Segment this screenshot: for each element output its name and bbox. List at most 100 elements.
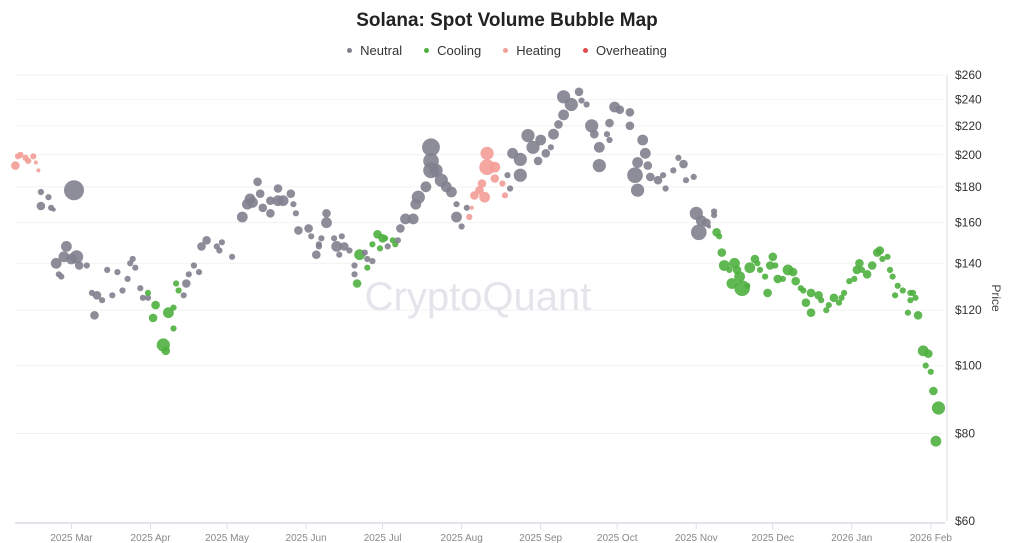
- bubble-neutral[interactable]: [195, 269, 203, 276]
- bubble-cooling[interactable]: [838, 294, 845, 301]
- bubble-neutral[interactable]: [411, 190, 425, 204]
- bubble-cooling[interactable]: [763, 288, 772, 298]
- bubble-neutral[interactable]: [180, 292, 187, 299]
- bubble-heating[interactable]: [501, 192, 509, 199]
- bubble-neutral[interactable]: [384, 243, 391, 250]
- bubble-cooling[interactable]: [907, 297, 914, 304]
- bubble-cooling[interactable]: [924, 349, 933, 359]
- bubble-neutral[interactable]: [294, 226, 303, 235]
- bubble-cooling[interactable]: [846, 278, 853, 285]
- bubble-neutral[interactable]: [124, 275, 131, 282]
- bubble-cooling[interactable]: [717, 248, 727, 257]
- bubble-neutral[interactable]: [554, 120, 563, 129]
- bubble-neutral[interactable]: [266, 209, 275, 218]
- bubble-cooling[interactable]: [852, 265, 862, 275]
- bubble-cooling[interactable]: [862, 270, 872, 279]
- bubble-neutral[interactable]: [132, 264, 139, 271]
- bubble-neutral[interactable]: [625, 121, 635, 131]
- bubble-cooling[interactable]: [364, 264, 371, 271]
- bubble-neutral[interactable]: [182, 279, 191, 288]
- bubble-heating[interactable]: [30, 153, 37, 160]
- bubble-neutral[interactable]: [318, 235, 325, 242]
- bubble-neutral[interactable]: [229, 253, 236, 260]
- legend-item-cooling[interactable]: Cooling: [424, 43, 481, 58]
- bubble-heating[interactable]: [17, 151, 24, 158]
- bubble-neutral[interactable]: [670, 167, 677, 174]
- bubble-neutral[interactable]: [521, 129, 535, 143]
- bubble-heating[interactable]: [477, 179, 487, 188]
- bubble-heating[interactable]: [466, 213, 473, 221]
- bubble-neutral[interactable]: [90, 311, 99, 320]
- bubble-cooling[interactable]: [825, 302, 832, 309]
- bubble-cooling[interactable]: [779, 275, 787, 282]
- bubble-cooling[interactable]: [352, 279, 362, 288]
- bubble-cooling[interactable]: [768, 252, 778, 262]
- bubble-cooling[interactable]: [806, 288, 816, 298]
- bubble-neutral[interactable]: [218, 239, 225, 246]
- bubble-cooling[interactable]: [927, 368, 934, 375]
- bubble-neutral[interactable]: [593, 141, 605, 153]
- legend-item-overheating[interactable]: Overheating: [583, 43, 667, 58]
- bubble-neutral[interactable]: [451, 211, 462, 223]
- bubble-neutral[interactable]: [507, 185, 514, 192]
- bubble-cooling[interactable]: [170, 304, 177, 311]
- bubble-neutral[interactable]: [190, 262, 197, 269]
- bubble-neutral[interactable]: [322, 209, 331, 218]
- bubble-neutral[interactable]: [605, 118, 614, 128]
- bubble-neutral[interactable]: [144, 294, 152, 301]
- bubble-cooling[interactable]: [913, 311, 923, 320]
- bubble-heating[interactable]: [36, 168, 41, 173]
- bubble-cooling[interactable]: [841, 289, 848, 296]
- bubble-cooling[interactable]: [904, 309, 912, 316]
- bubble-neutral[interactable]: [407, 213, 419, 225]
- bubble-neutral[interactable]: [643, 161, 653, 170]
- bubble-cooling[interactable]: [889, 273, 896, 280]
- bubble-cooling[interactable]: [148, 313, 158, 323]
- bubble-cooling[interactable]: [930, 435, 942, 447]
- bubble-neutral[interactable]: [114, 269, 121, 276]
- bubble-neutral[interactable]: [585, 119, 599, 133]
- bubble-cooling[interactable]: [851, 275, 858, 282]
- bubble-neutral[interactable]: [541, 149, 551, 158]
- bubble-neutral[interactable]: [64, 180, 84, 201]
- bubble-neutral[interactable]: [662, 185, 669, 192]
- bubble-neutral[interactable]: [340, 242, 349, 251]
- bubble-neutral[interactable]: [535, 134, 547, 146]
- bubble-neutral[interactable]: [236, 211, 248, 223]
- bubble-neutral[interactable]: [637, 134, 649, 146]
- bubble-cooling[interactable]: [161, 346, 171, 356]
- bubble-neutral[interactable]: [707, 224, 711, 229]
- bubble-cooling[interactable]: [835, 299, 843, 306]
- legend-item-heating[interactable]: Heating: [503, 43, 561, 58]
- bubble-cooling[interactable]: [886, 266, 894, 273]
- bubble-neutral[interactable]: [255, 189, 265, 198]
- bubble-heating[interactable]: [489, 161, 501, 173]
- bubble-cooling[interactable]: [744, 282, 751, 289]
- bubble-neutral[interactable]: [615, 105, 625, 114]
- bubble-neutral[interactable]: [286, 189, 296, 198]
- bubble-cooling[interactable]: [744, 262, 756, 274]
- bubble-heating[interactable]: [475, 185, 484, 195]
- bubble-cooling[interactable]: [734, 271, 745, 282]
- bubble-cooling[interactable]: [922, 362, 929, 369]
- bubble-cooling[interactable]: [818, 297, 825, 304]
- bubble-neutral[interactable]: [564, 97, 578, 112]
- bubble-neutral[interactable]: [513, 152, 527, 166]
- bubble-cooling[interactable]: [858, 266, 866, 273]
- bubble-neutral[interactable]: [346, 247, 353, 254]
- bubble-cooling[interactable]: [151, 300, 160, 310]
- bubble-heating[interactable]: [480, 146, 494, 160]
- bubble-neutral[interactable]: [312, 250, 321, 259]
- bubble-neutral[interactable]: [292, 210, 299, 217]
- bubble-neutral[interactable]: [104, 266, 111, 273]
- bubble-neutral[interactable]: [396, 224, 405, 233]
- bubble-heating[interactable]: [11, 161, 20, 170]
- bubble-cooling[interactable]: [875, 246, 885, 255]
- bubble-neutral[interactable]: [429, 163, 443, 177]
- bubble-neutral[interactable]: [216, 247, 223, 254]
- bubble-cooling[interactable]: [376, 245, 384, 252]
- bubble-cooling[interactable]: [884, 253, 891, 260]
- bubble-cooling[interactable]: [765, 261, 775, 270]
- bubble-neutral[interactable]: [548, 128, 559, 140]
- bubble-cooling[interactable]: [756, 266, 764, 273]
